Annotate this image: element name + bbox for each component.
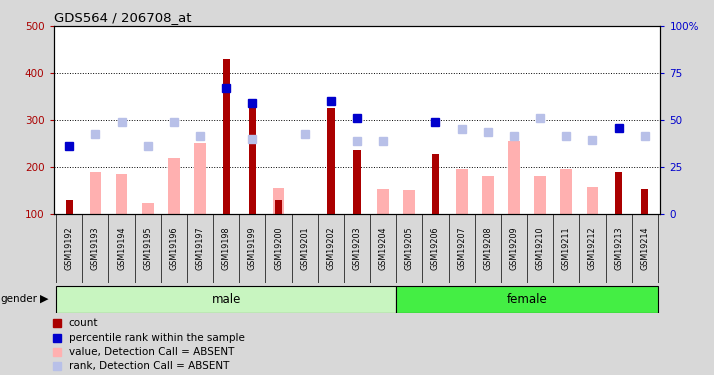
FancyBboxPatch shape	[56, 286, 396, 313]
Text: GSM19204: GSM19204	[378, 226, 388, 270]
Text: GSM19192: GSM19192	[65, 226, 74, 270]
Bar	[534, 176, 546, 214]
Bar	[89, 172, 101, 214]
Text: GDS564 / 206708_at: GDS564 / 206708_at	[54, 11, 191, 24]
Bar	[560, 169, 572, 214]
Text: GSM19194: GSM19194	[117, 226, 126, 270]
Bar	[168, 158, 180, 214]
Text: GSM19211: GSM19211	[562, 226, 570, 270]
Text: GSM19207: GSM19207	[457, 226, 466, 270]
Bar	[641, 189, 648, 214]
Bar	[508, 141, 520, 214]
Bar	[273, 188, 284, 214]
Text: percentile rank within the sample: percentile rank within the sample	[69, 333, 245, 342]
Bar	[194, 144, 206, 214]
Text: GSM19203: GSM19203	[353, 226, 361, 270]
Text: GSM19209: GSM19209	[510, 226, 518, 270]
Bar	[66, 200, 73, 214]
Text: GSM19213: GSM19213	[614, 226, 623, 270]
Text: GSM19208: GSM19208	[483, 226, 492, 270]
Text: GSM19206: GSM19206	[431, 226, 440, 270]
Text: GSM19201: GSM19201	[300, 226, 309, 270]
Text: GSM19212: GSM19212	[588, 226, 597, 270]
Bar	[142, 203, 154, 214]
Bar	[275, 200, 282, 214]
Bar	[327, 108, 334, 214]
Bar	[432, 154, 439, 214]
Bar	[586, 187, 598, 214]
Text: GSM19200: GSM19200	[274, 226, 283, 270]
Text: GSM19210: GSM19210	[536, 226, 545, 270]
Bar	[615, 172, 623, 214]
Bar	[456, 169, 468, 214]
Text: gender: gender	[1, 294, 38, 304]
Text: GSM19193: GSM19193	[91, 226, 100, 270]
Bar	[116, 174, 128, 214]
Bar	[482, 176, 493, 214]
Text: ▶: ▶	[40, 294, 49, 304]
Text: rank, Detection Call = ABSENT: rank, Detection Call = ABSENT	[69, 361, 229, 371]
Text: GSM19197: GSM19197	[196, 226, 204, 270]
Bar	[248, 106, 256, 214]
Text: GSM19205: GSM19205	[405, 226, 414, 270]
Text: GSM19195: GSM19195	[144, 226, 152, 270]
FancyBboxPatch shape	[396, 286, 658, 313]
Bar	[403, 190, 416, 214]
Text: GSM19199: GSM19199	[248, 226, 257, 270]
Text: GSM19214: GSM19214	[640, 226, 649, 270]
Text: GSM19198: GSM19198	[222, 226, 231, 270]
Text: male: male	[211, 292, 241, 306]
Bar	[353, 150, 361, 214]
Bar	[223, 59, 230, 214]
Text: GSM19196: GSM19196	[169, 226, 178, 270]
Text: female: female	[507, 292, 548, 306]
Text: count: count	[69, 318, 99, 328]
Text: value, Detection Call = ABSENT: value, Detection Call = ABSENT	[69, 346, 234, 357]
Bar	[377, 189, 389, 214]
Text: GSM19202: GSM19202	[326, 226, 336, 270]
